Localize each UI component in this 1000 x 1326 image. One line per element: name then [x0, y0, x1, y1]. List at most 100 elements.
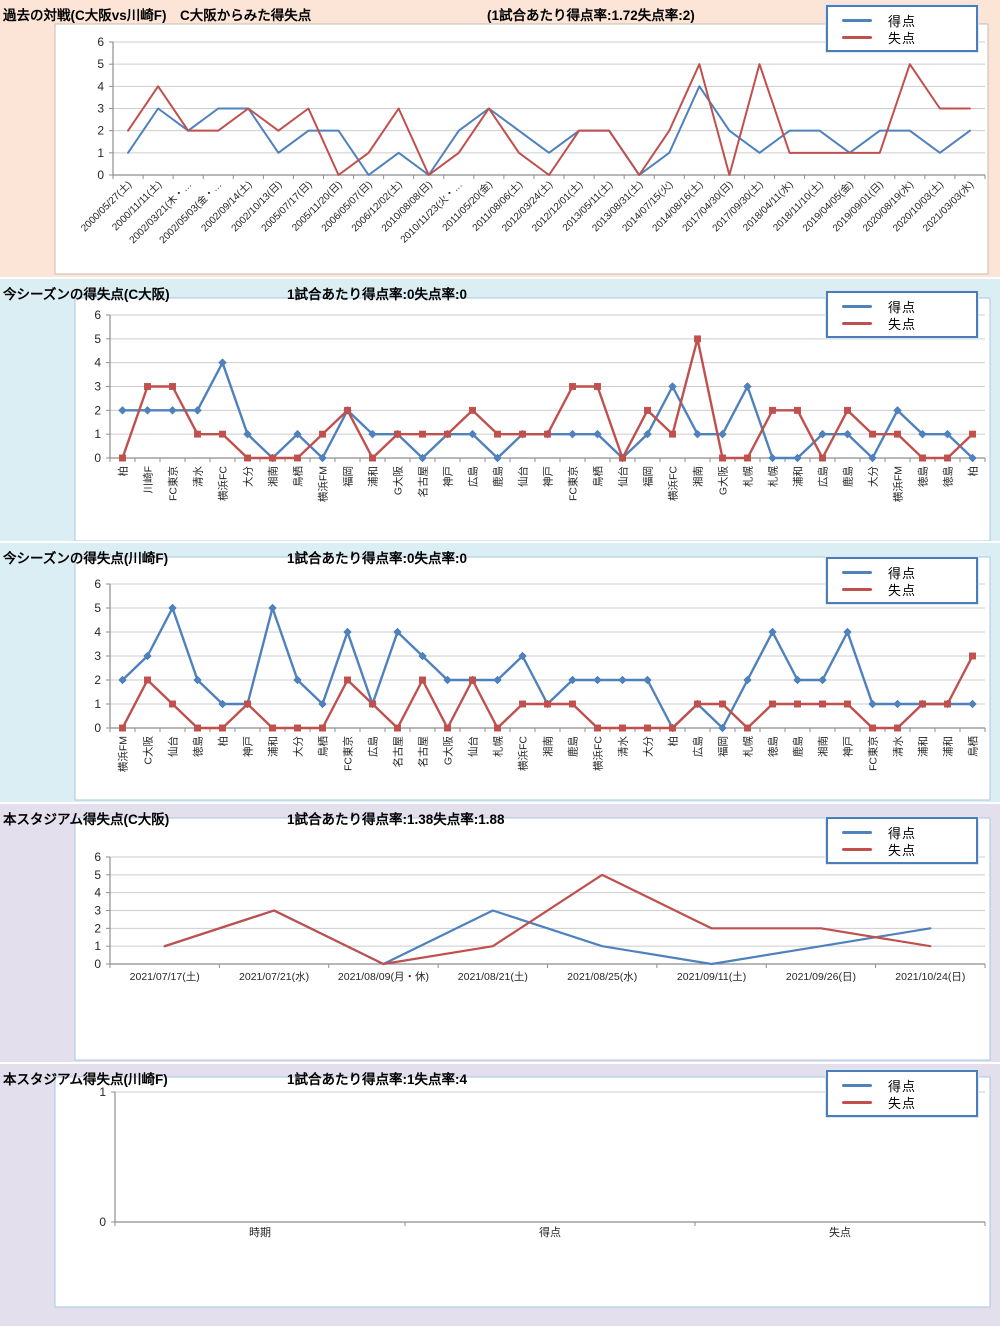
svg-text:横浜FM: 横浜FM	[892, 466, 905, 502]
legend-conceded-row: 失点	[842, 581, 976, 598]
svg-text:5: 5	[94, 601, 101, 615]
svg-text:4: 4	[97, 79, 104, 93]
legend-goals-row: 得点	[842, 1077, 976, 1094]
svg-text:1: 1	[94, 939, 101, 953]
svg-text:0: 0	[94, 451, 101, 465]
svg-text:得点: 得点	[539, 1226, 561, 1239]
svg-text:鳥栖: 鳥栖	[292, 466, 305, 487]
svg-text:浦和: 浦和	[267, 736, 280, 757]
legend-conceded-row: 失点	[842, 841, 976, 858]
legend-goals-row: 得点	[842, 564, 976, 581]
svg-text:0: 0	[94, 721, 101, 735]
svg-text:0: 0	[97, 168, 104, 182]
svg-text:G大阪: G大阪	[717, 466, 730, 496]
legend-goals-row: 得点	[842, 12, 976, 29]
svg-text:神戸: 神戸	[842, 736, 855, 757]
goals-line-swatch	[842, 304, 872, 308]
svg-text:仙台: 仙台	[167, 736, 180, 757]
conceded-line-swatch	[842, 321, 872, 325]
legend-conceded-row: 失点	[842, 315, 976, 332]
svg-text:浦和: 浦和	[367, 466, 380, 487]
svg-text:横浜FM: 横浜FM	[317, 466, 330, 502]
svg-text:大分: 大分	[242, 466, 255, 487]
svg-text:横浜FC: 横浜FC	[217, 466, 230, 501]
conceded-legend-label: 失点	[888, 30, 917, 46]
conceded-line-swatch	[842, 1100, 872, 1104]
svg-text:2021/07/17(土): 2021/07/17(土)	[130, 970, 200, 983]
svg-text:時期: 時期	[249, 1226, 271, 1239]
svg-text:神戸: 神戸	[542, 466, 555, 487]
svg-text:1: 1	[97, 146, 104, 160]
conceded-line-swatch	[842, 587, 872, 591]
svg-text:大分: 大分	[867, 466, 880, 487]
svg-text:浦和: 浦和	[917, 736, 930, 757]
svg-text:清水: 清水	[617, 736, 630, 757]
goals-line-swatch	[842, 1083, 872, 1087]
conceded-legend-label: 失点	[888, 842, 917, 858]
svg-text:名古屋: 名古屋	[392, 736, 405, 768]
svg-text:2021/07/21(水): 2021/07/21(水)	[239, 971, 309, 983]
svg-text:4: 4	[94, 886, 101, 900]
svg-text:0: 0	[94, 957, 101, 971]
svg-text:福岡: 福岡	[642, 466, 655, 487]
svg-text:1: 1	[94, 427, 101, 441]
panel-past-matches: 0 1 2 3 4 5 6 2000/05/27(土) 2000/11/11(土) 2002/03…	[0, 0, 1000, 277]
svg-text:鹿島: 鹿島	[842, 466, 855, 487]
goals-legend-label: 得点	[888, 1078, 917, 1094]
panel-season-cosaka: 0 1 2 3 4 5 6 柏川崎F FC東京 清水 横浜FC 大分 湘南 鳥栖 横浜FM 福岡 浦和 G大阪 名古…	[0, 277, 1000, 541]
svg-text:神戸: 神戸	[442, 466, 455, 487]
svg-text:大分: 大分	[642, 736, 655, 757]
legend-conceded-row: 失点	[842, 1094, 976, 1111]
legend: 得点 失点	[826, 1070, 978, 1117]
panel-season-kawasaki: 0 1 2 3 4 5 6 横浜FM C大阪 仙台 徳島柏神戸 浦和 大分 鳥栖 FC東京 広島 名古屋 名古屋 G…	[0, 541, 1000, 802]
svg-text:福岡: 福岡	[717, 736, 730, 757]
svg-text:2: 2	[97, 124, 104, 138]
svg-text:鳥栖: 鳥栖	[317, 736, 330, 757]
conceded-legend-label: 失点	[888, 582, 917, 598]
goals-legend-label: 得点	[888, 565, 917, 581]
goals-legend-label: 得点	[888, 299, 917, 315]
svg-text:横浜FC: 横浜FC	[667, 466, 680, 501]
svg-text:札幌: 札幌	[767, 466, 780, 487]
svg-text:2021/09/11(土): 2021/09/11(土)	[677, 970, 746, 983]
legend: 得点 失点	[826, 557, 978, 604]
svg-text:2: 2	[94, 921, 101, 935]
svg-text:鹿島: 鹿島	[567, 736, 580, 757]
conceded-legend-label: 失点	[888, 316, 917, 332]
svg-text:3: 3	[97, 102, 104, 116]
svg-text:5: 5	[97, 57, 104, 71]
legend-conceded-row: 失点	[842, 29, 976, 46]
svg-text:4: 4	[94, 625, 101, 639]
conceded-line-swatch	[842, 35, 872, 39]
legend: 得点 失点	[826, 817, 978, 864]
conceded-line-swatch	[842, 847, 872, 851]
panel-stadium-cosaka: 0 1 2 3 4 5 6 2021/07/17(土) 2021/07/21(水) 2021/08…	[0, 802, 1000, 1062]
svg-text:C大阪: C大阪	[142, 736, 155, 765]
svg-text:5: 5	[94, 868, 101, 882]
svg-text:2021/08/25(水): 2021/08/25(水)	[567, 971, 637, 983]
svg-text:横浜FM: 横浜FM	[117, 736, 130, 772]
svg-text:FC東京: FC東京	[167, 466, 180, 501]
legend: 得点 失点	[826, 5, 978, 52]
svg-text:仙台: 仙台	[467, 736, 480, 757]
svg-text:広島: 広島	[692, 736, 705, 757]
svg-text:徳島: 徳島	[192, 736, 205, 757]
svg-text:鳥栖: 鳥栖	[592, 466, 605, 487]
svg-text:6: 6	[94, 850, 101, 864]
svg-text:湘南: 湘南	[692, 466, 705, 487]
svg-text:2: 2	[94, 673, 101, 687]
svg-text:鹿島: 鹿島	[792, 736, 805, 757]
svg-text:G大阪: G大阪	[392, 466, 405, 496]
svg-text:1: 1	[99, 1085, 106, 1099]
svg-text:仙台: 仙台	[517, 466, 530, 487]
svg-text:川崎F: 川崎F	[142, 466, 155, 493]
svg-text:2021/10/24(日): 2021/10/24(日)	[895, 971, 965, 983]
svg-text:G大阪: G大阪	[442, 736, 455, 766]
svg-text:横浜FC: 横浜FC	[517, 736, 530, 771]
svg-text:鹿島: 鹿島	[492, 466, 505, 487]
svg-text:清水: 清水	[892, 736, 905, 757]
svg-text:6: 6	[94, 308, 101, 322]
svg-text:清水: 清水	[192, 466, 205, 487]
svg-text:大分: 大分	[292, 736, 305, 757]
